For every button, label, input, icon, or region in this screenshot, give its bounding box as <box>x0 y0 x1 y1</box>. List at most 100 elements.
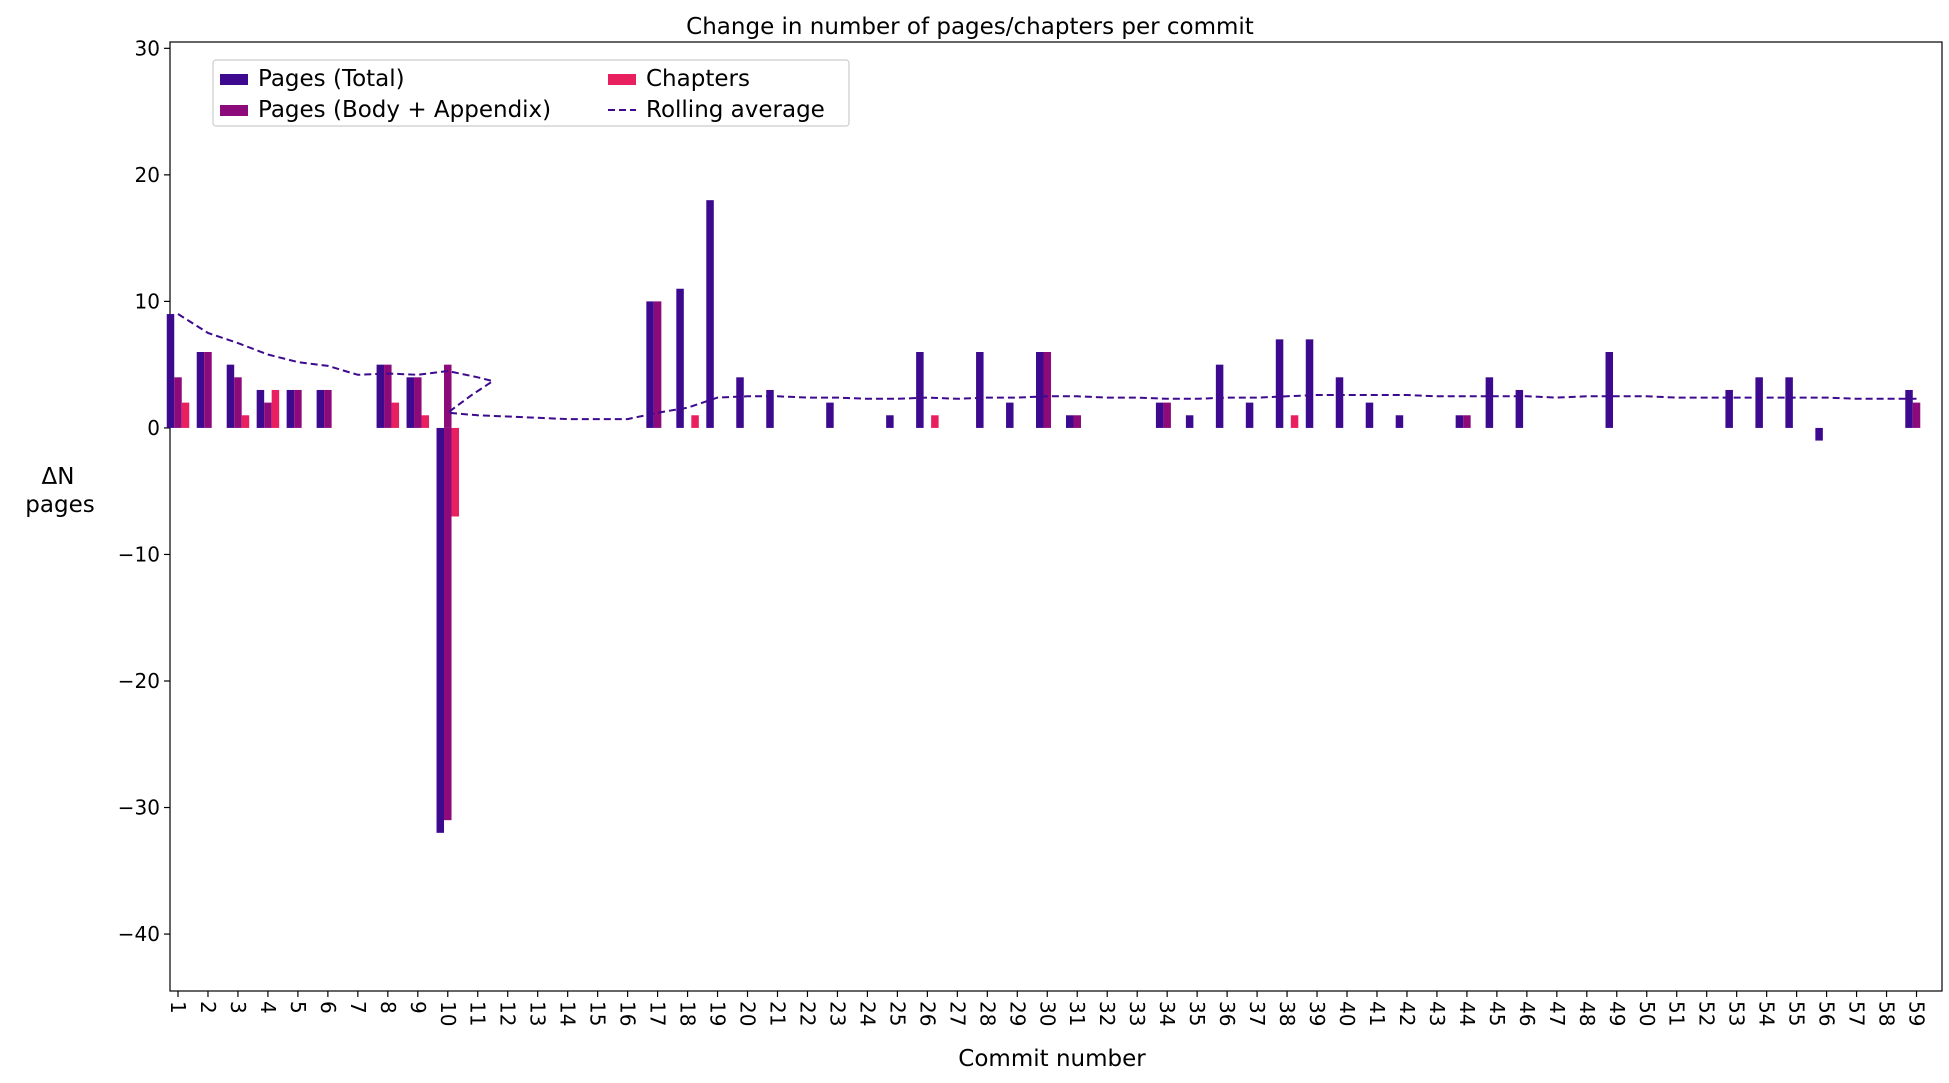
y-tick-label: 20 <box>135 163 160 187</box>
bar-total <box>976 352 984 428</box>
y-axis: 30 20 10 0 −10 −20 −30 −40 <box>118 36 170 946</box>
bar-body <box>1163 402 1171 428</box>
x-tick-label: 25 <box>885 1001 909 1026</box>
x-tick-label: 49 <box>1605 1001 1629 1026</box>
x-tick-label: 7 <box>346 1001 370 1014</box>
x-tick-label: 13 <box>526 1001 550 1026</box>
bar-chapters <box>451 427 460 517</box>
bar-total <box>196 352 205 428</box>
bar-total <box>166 314 175 428</box>
x-tick-label: 53 <box>1725 1001 1749 1026</box>
legend: Pages (Total) Pages (Body + Appendix) Ch… <box>212 59 850 127</box>
bar-body <box>174 377 182 428</box>
bar-total <box>1006 402 1014 428</box>
x-axis: 1 2 3 4 5 6 7 8 9 10 11 12 13 14 15 16 17 18 19 20 21 22 23 24 2… <box>166 991 1929 1026</box>
y-tick-label: 0 <box>147 416 160 440</box>
bar-body <box>1463 415 1471 428</box>
bar-total <box>226 364 235 428</box>
x-tick-label: 14 <box>556 1001 580 1026</box>
x-tick-label: 4 <box>256 1001 280 1014</box>
x-tick-label: 11 <box>466 1001 490 1026</box>
bar-total <box>826 402 834 428</box>
bar-body <box>204 352 212 428</box>
bar-total <box>1485 377 1494 428</box>
bar-total <box>1305 339 1314 428</box>
x-tick-label: 31 <box>1065 1001 1089 1026</box>
bar-total <box>1185 415 1194 428</box>
bar-body <box>384 364 392 428</box>
x-tick-label: 43 <box>1425 1001 1449 1026</box>
bar-body <box>1073 415 1081 428</box>
bar-total <box>256 389 265 428</box>
x-tick-label: 20 <box>736 1001 760 1026</box>
bar-total <box>376 364 385 428</box>
bar-body <box>1912 402 1921 428</box>
bar-total <box>886 415 894 428</box>
plot-area <box>169 41 1943 992</box>
x-tick-label: 1 <box>166 1001 190 1014</box>
bar-total <box>406 377 415 428</box>
x-tick-label: 36 <box>1215 1001 1239 1026</box>
x-tick-label: 10 <box>436 1001 460 1026</box>
x-tick-label: 41 <box>1365 1001 1389 1026</box>
x-tick-label: 29 <box>1005 1001 1029 1026</box>
y-tick-label: −30 <box>118 796 160 820</box>
bar-chapters <box>181 402 190 428</box>
x-tick-label: 58 <box>1875 1001 1899 1026</box>
x-tick-label: 5 <box>286 1001 310 1014</box>
bar-total <box>1815 427 1823 441</box>
bar-body <box>414 377 422 428</box>
x-tick-label: 48 <box>1575 1001 1599 1026</box>
x-tick-label: 8 <box>376 1001 400 1014</box>
bar-total <box>706 200 714 428</box>
x-tick-label: 22 <box>795 1001 819 1026</box>
bar-total <box>1605 352 1614 428</box>
x-tick-label: 9 <box>406 1001 430 1014</box>
bar-total <box>1455 415 1464 428</box>
bar-chapters <box>931 415 939 428</box>
chart-title: Change in number of pages/chapters per c… <box>686 14 1254 40</box>
bar-total <box>1245 402 1254 428</box>
bar-total <box>736 377 744 428</box>
x-tick-label: 38 <box>1275 1001 1299 1026</box>
bar-total <box>1036 352 1044 428</box>
bar-body <box>324 389 332 428</box>
x-tick-label: 16 <box>616 1001 640 1026</box>
y-tick-label: −40 <box>118 922 160 946</box>
x-tick-label: 39 <box>1305 1001 1329 1026</box>
x-tick-label: 26 <box>915 1001 939 1026</box>
x-tick-label: 19 <box>706 1001 730 1026</box>
x-tick-label: 55 <box>1785 1001 1809 1026</box>
bar-total <box>316 389 325 428</box>
bars <box>166 200 1921 833</box>
x-tick-label: 21 <box>765 1001 789 1026</box>
x-tick-label: 6 <box>316 1001 340 1014</box>
bar-chapters <box>391 402 400 428</box>
x-tick-label: 50 <box>1635 1001 1659 1026</box>
bar-total <box>1065 415 1074 428</box>
x-axis-label: Commit number <box>958 1046 1146 1072</box>
y-tick-label: 30 <box>135 36 160 60</box>
x-tick-label: 59 <box>1905 1001 1929 1026</box>
y-axis-label-line1: ΔN <box>42 464 75 490</box>
legend-label-chapters: Chapters <box>646 66 750 92</box>
x-tick-label: 40 <box>1335 1001 1359 1026</box>
bar-total <box>766 389 774 428</box>
bar-total <box>1155 402 1164 428</box>
x-tick-label: 37 <box>1245 1001 1269 1026</box>
x-tick-label: 33 <box>1125 1001 1149 1026</box>
x-tick-label: 32 <box>1095 1001 1119 1026</box>
x-tick-label: 57 <box>1845 1001 1869 1026</box>
x-tick-label: 18 <box>676 1001 700 1026</box>
bar-body-negative <box>444 427 452 821</box>
bar-chapters <box>271 389 280 428</box>
bar-body <box>653 301 662 428</box>
bar-chapters <box>241 415 250 428</box>
rolling-average-line <box>177 313 1917 421</box>
bar-body <box>294 389 302 428</box>
x-tick-label: 47 <box>1545 1001 1569 1026</box>
x-tick-label: 54 <box>1755 1001 1779 1026</box>
bar-total <box>286 389 295 428</box>
x-tick-label: 34 <box>1155 1001 1179 1026</box>
